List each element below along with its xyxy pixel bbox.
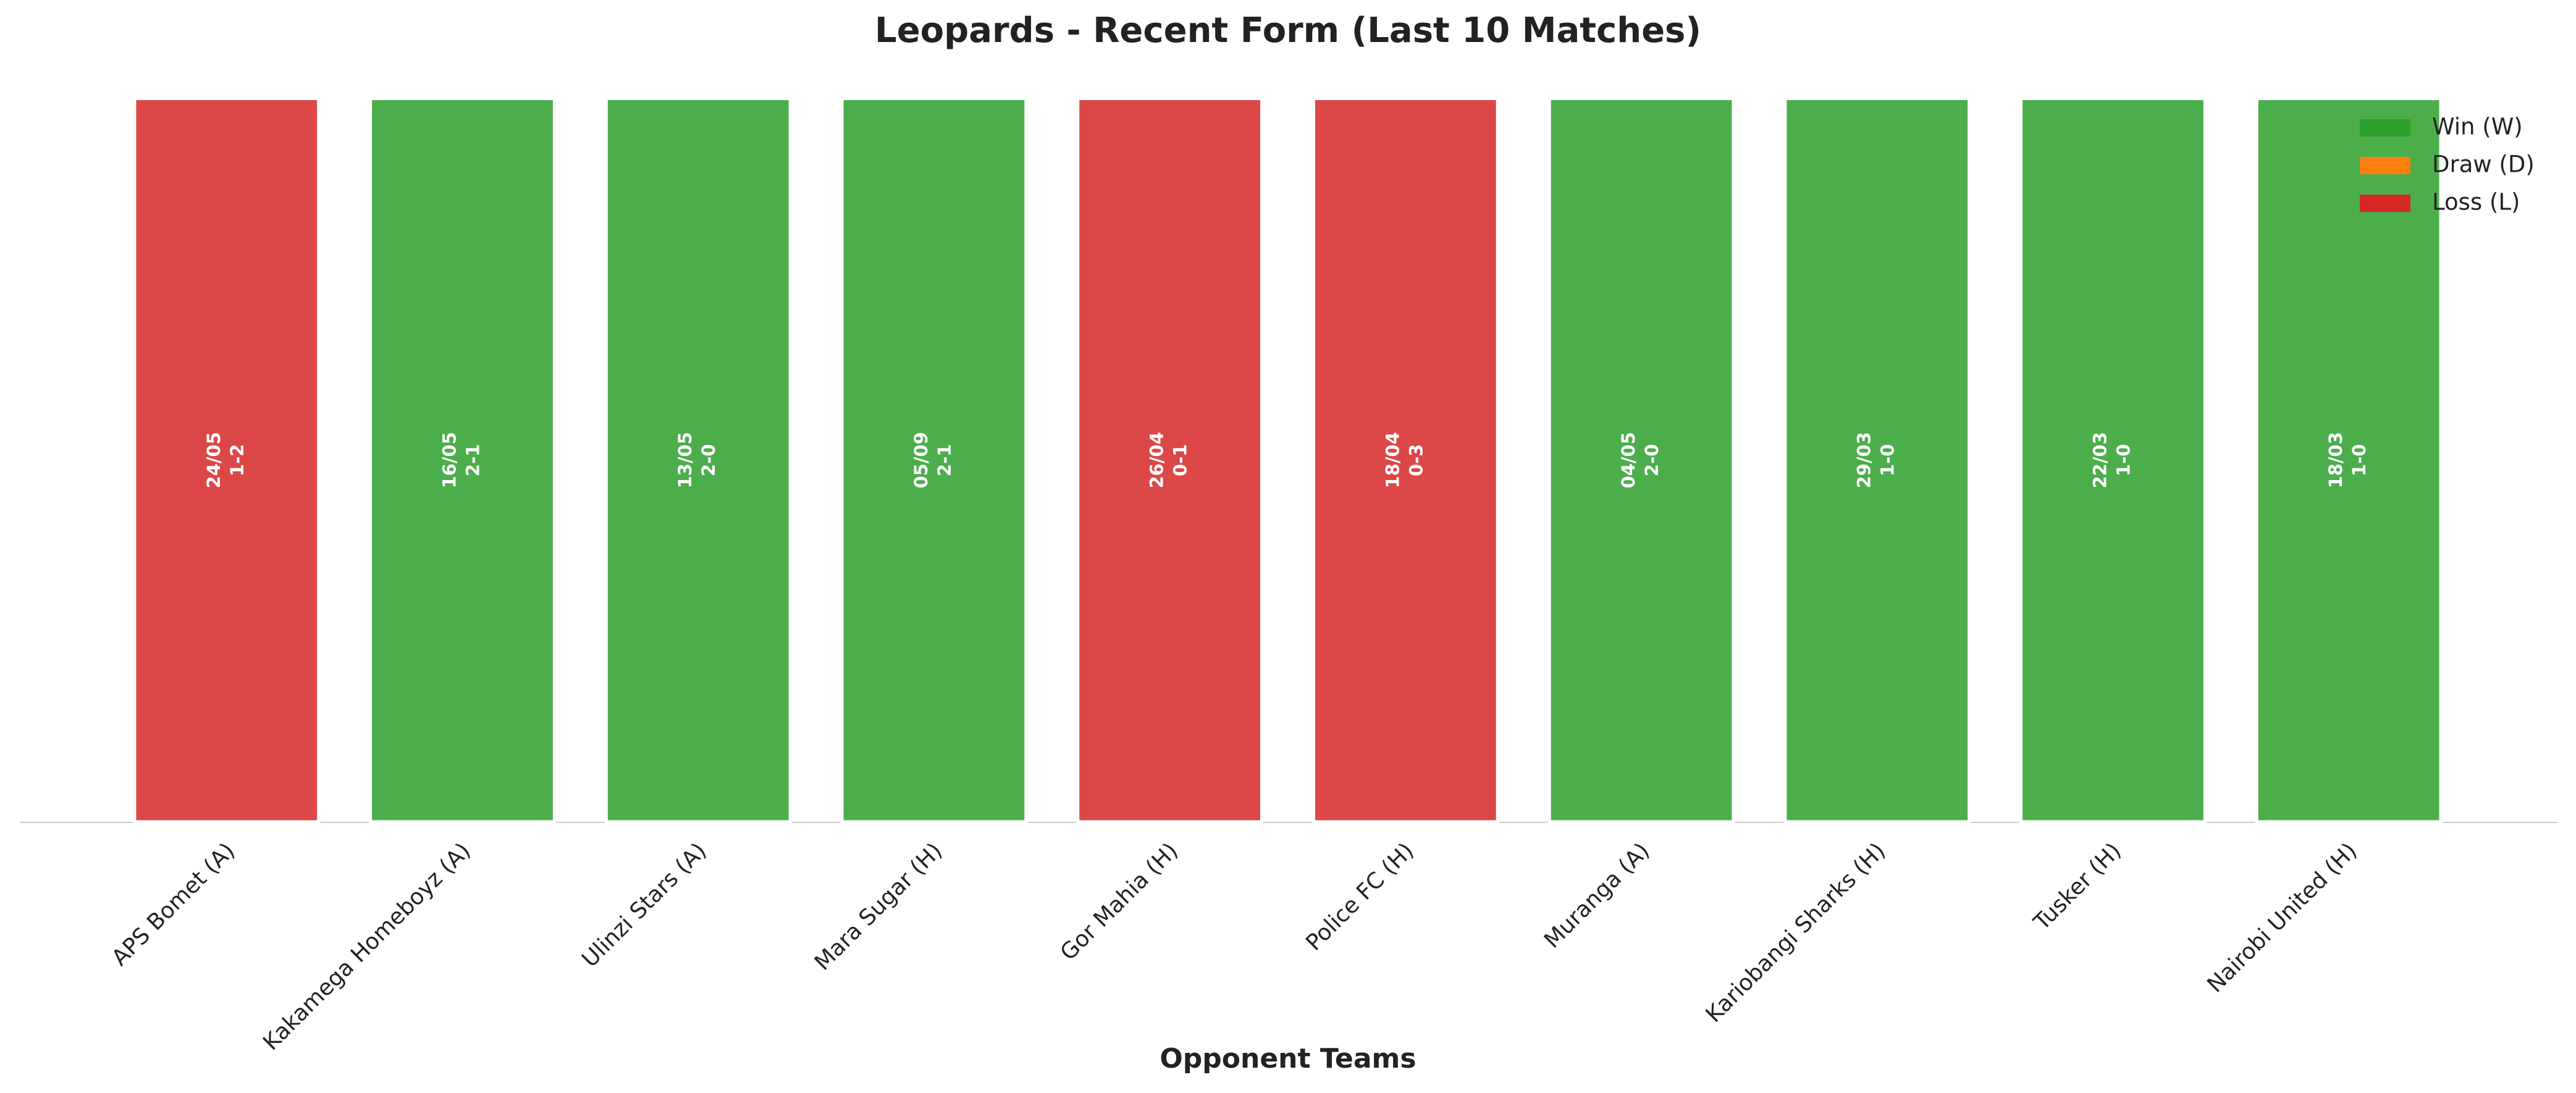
legend-swatch <box>2360 195 2410 212</box>
x-tick-label: Nairobi United (H) <box>2202 838 2362 997</box>
x-tick-label: Muranga (A) <box>1539 838 1654 953</box>
legend-label: Loss (L) <box>2432 189 2520 216</box>
legend-swatch <box>2360 157 2410 174</box>
bar <box>2019 97 2207 824</box>
bar-score-label: 2-1 <box>463 444 484 476</box>
chart-title: Leopards - Recent Form (Last 10 Matches) <box>875 11 1701 51</box>
bar-date-label: 22/03 <box>2089 432 2110 488</box>
bar <box>133 97 321 824</box>
bar-date-label: 24/05 <box>203 432 224 488</box>
bar-score-label: 1-0 <box>1877 444 1898 476</box>
bar <box>369 97 556 824</box>
bar-date-label: 18/03 <box>2325 432 2346 488</box>
x-axis-label: Opponent Teams <box>1160 1043 1416 1074</box>
bar-date-label: 18/04 <box>1382 432 1403 488</box>
bar <box>2255 97 2443 824</box>
bar-score-label: 2-1 <box>934 444 955 476</box>
bar-score-label: 0-3 <box>1405 444 1426 476</box>
bar-date-label: 13/05 <box>675 432 696 488</box>
bar-score-label: 1-0 <box>2113 444 2134 476</box>
x-tick-label: Kariobangi Sharks (H) <box>1701 838 1891 1028</box>
bar-date-label: 16/05 <box>439 432 460 488</box>
x-tick-label: Mara Sugar (H) <box>810 838 947 975</box>
bar-date-label: 29/03 <box>1854 432 1875 488</box>
x-tick-label: Police FC (H) <box>1301 838 1418 955</box>
bar <box>1076 97 1264 824</box>
bar <box>840 97 1028 824</box>
x-tick-label: APS Bomet (A) <box>107 838 240 971</box>
bar <box>1783 97 1971 824</box>
bar-score-label: 2-0 <box>698 444 719 476</box>
bar <box>1311 97 1499 824</box>
bar <box>1547 97 1735 824</box>
legend-label: Win (W) <box>2432 114 2523 140</box>
legend-label: Draw (D) <box>2432 151 2535 178</box>
bar-date-label: 26/04 <box>1147 432 1168 488</box>
legend-swatch <box>2360 119 2410 137</box>
bar-score-label: 1-2 <box>227 444 248 476</box>
bar-score-label: 2-0 <box>1641 444 1662 476</box>
bar-date-label: 04/05 <box>1618 432 1639 488</box>
x-tick-label: Tusker (H) <box>2029 838 2126 935</box>
x-tick-label: Gor Mahia (H) <box>1056 838 1183 965</box>
bar-score-label: 0-1 <box>1170 444 1191 476</box>
bar-score-label: 1-0 <box>2349 444 2370 476</box>
x-tick-label: Kakamega Homeboyz (A) <box>258 838 476 1055</box>
bar <box>604 97 792 824</box>
x-tick-label: Ulinzi Stars (A) <box>577 838 711 972</box>
bar-date-label: 05/09 <box>911 432 932 488</box>
